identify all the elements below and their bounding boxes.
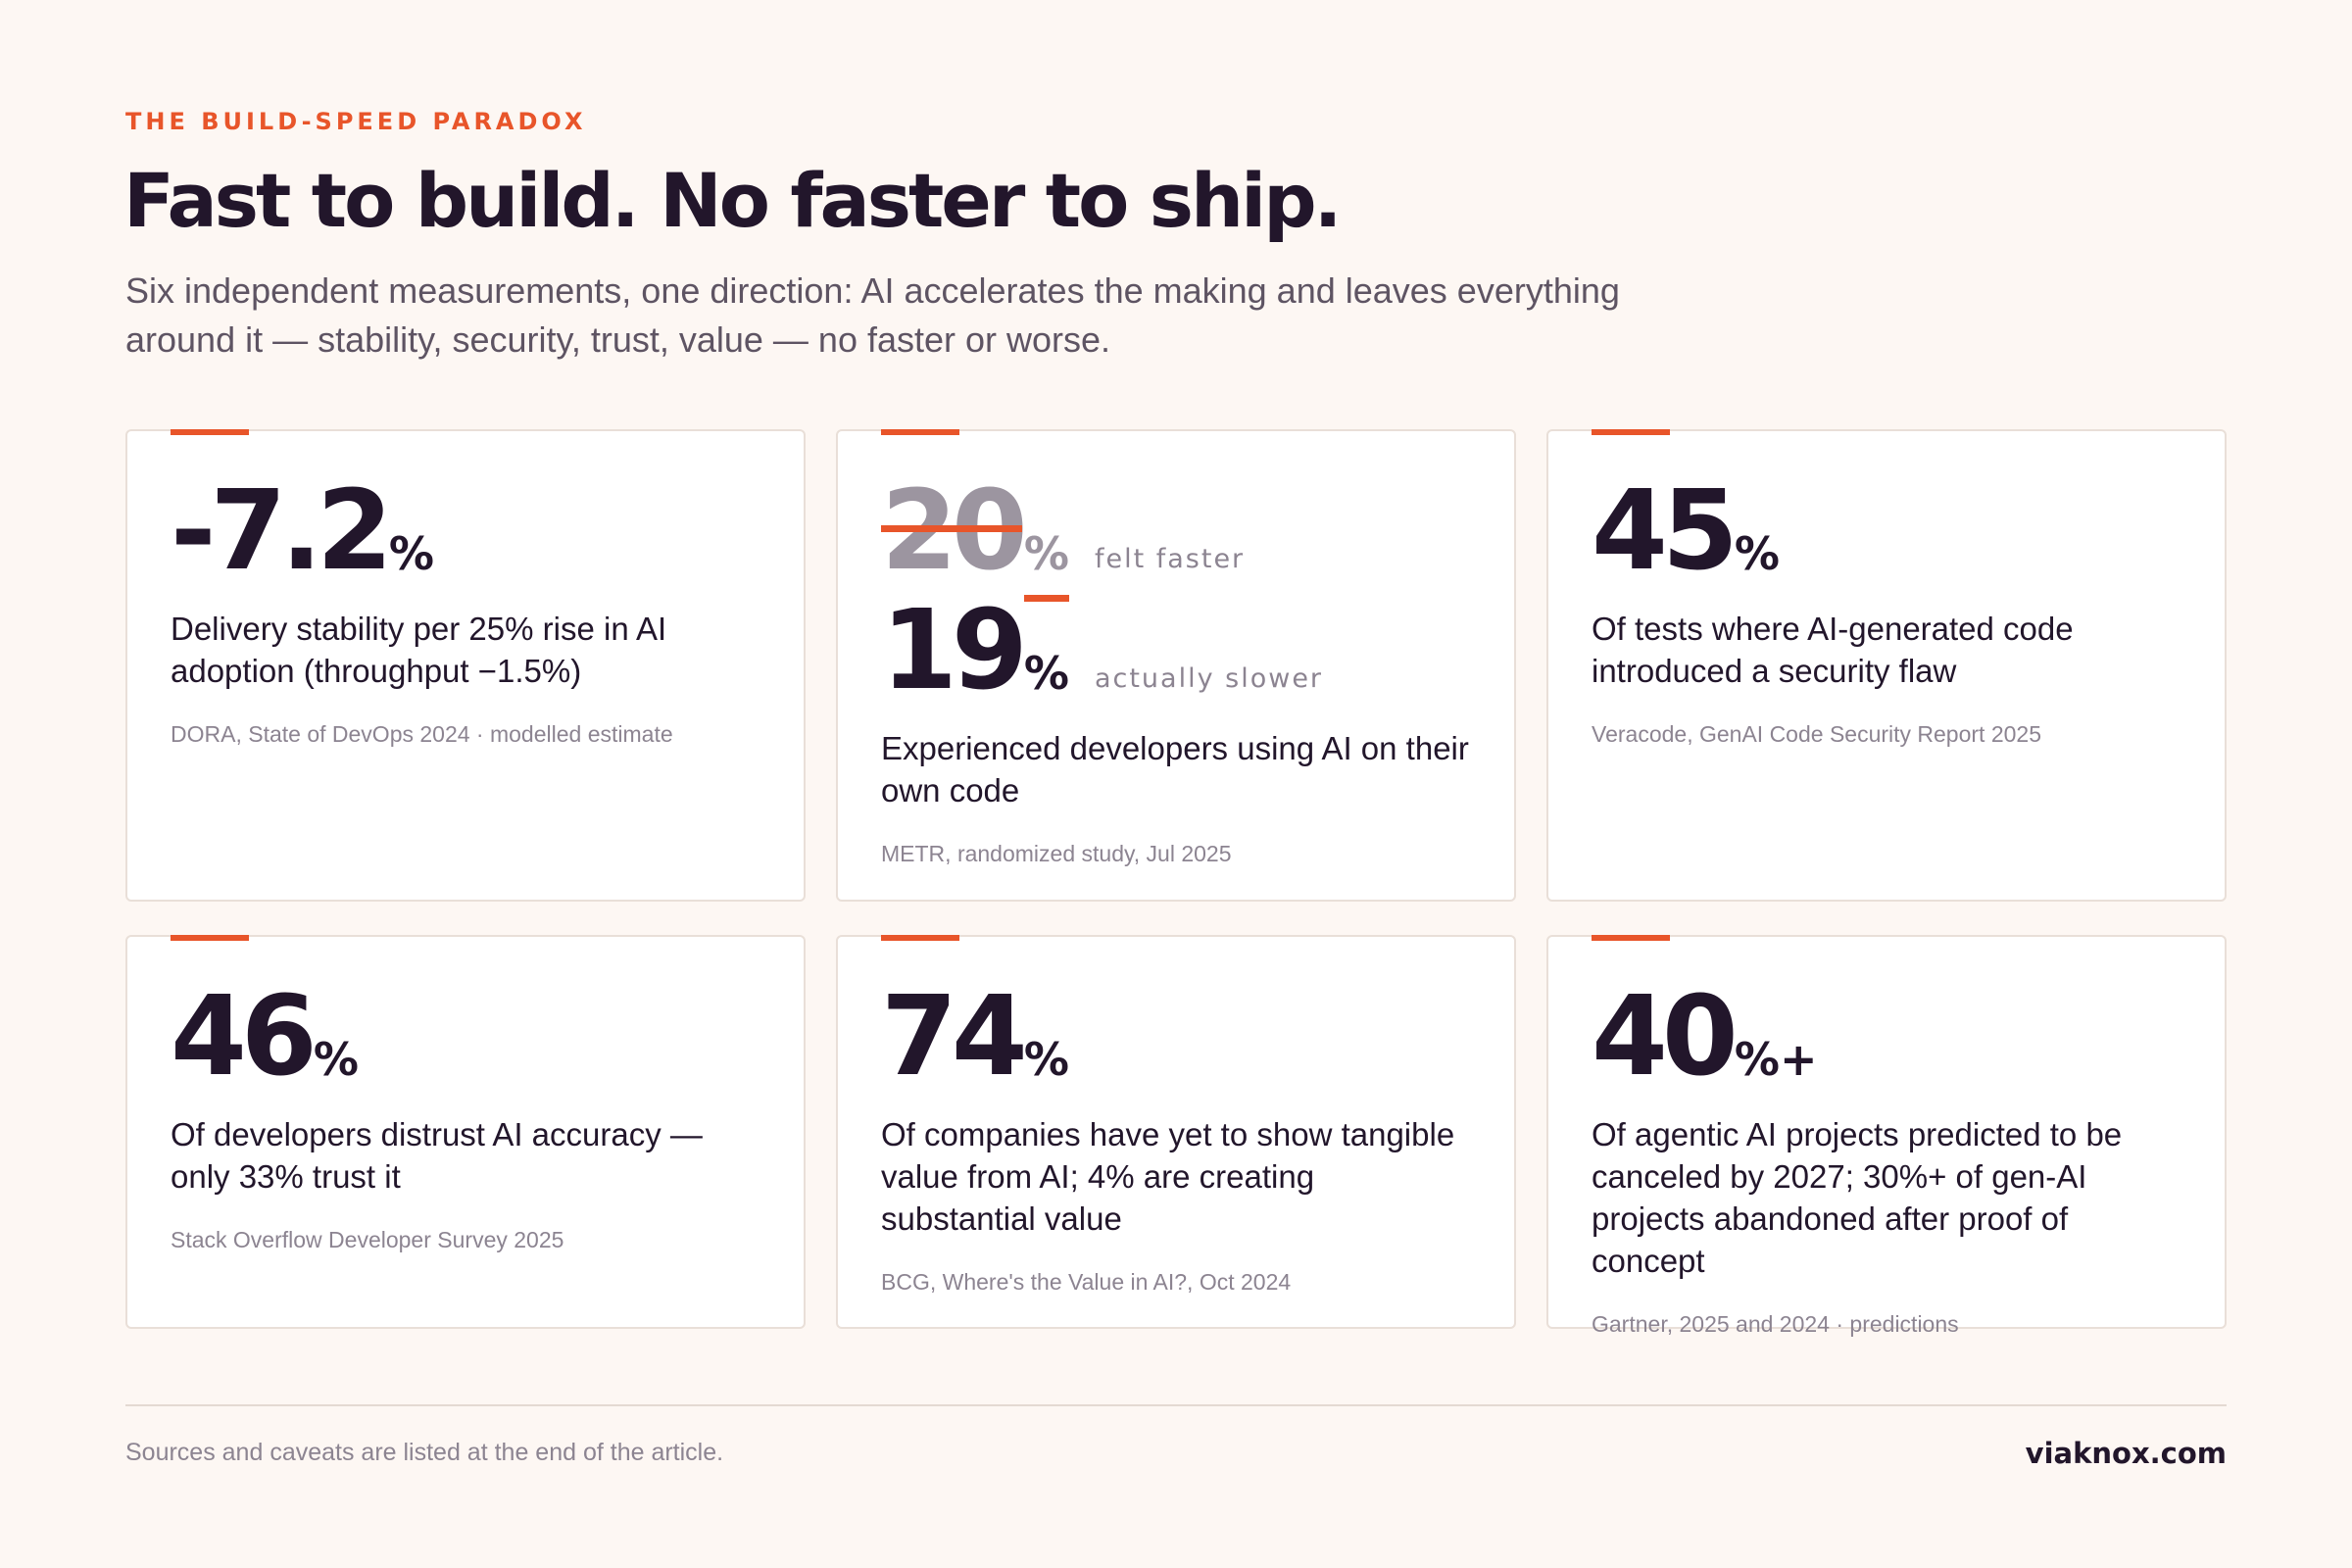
stat-figure-actual: 19 % actually slower xyxy=(881,587,1471,714)
stat-source: METR, randomized study, Jul 2025 xyxy=(881,841,1232,866)
stat-unit: % xyxy=(313,1033,359,1086)
stat-source: BCG, Where's the Value in AI?, Oct 2024 xyxy=(881,1269,1292,1295)
stat-unit: % xyxy=(1023,1033,1069,1086)
card-accent-bar xyxy=(171,935,249,941)
stat-unit: %+ xyxy=(1734,1033,1818,1086)
felt-value: 20 xyxy=(881,467,1028,595)
stat-figure: -7.2 % xyxy=(171,467,760,595)
stat-description: Delivery stability per 25% rise in AI ad… xyxy=(171,611,667,689)
stat-description: Of developers distrust AI accuracy — onl… xyxy=(171,1116,703,1195)
stat-source: Gartner, 2025 and 2024 · predictions xyxy=(1592,1311,1959,1337)
stat-card-security-flaws: 45 % Of tests where AI-generated code in… xyxy=(1546,429,2227,902)
stat-value: -7.2 xyxy=(171,467,393,595)
stat-figure: 40 %+ xyxy=(1592,973,2181,1101)
stat-value: 74 xyxy=(881,973,1028,1101)
stat-figure: 74 % xyxy=(881,973,1471,1101)
card-accent-bar xyxy=(881,935,959,941)
page-title: Fast to build. No faster to ship. xyxy=(123,157,1342,244)
stat-description: Of companies have yet to show tangible v… xyxy=(881,1116,1455,1237)
page-subtitle: Six independent measurements, one direct… xyxy=(125,270,1620,360)
stat-description: Experienced developers using AI on their… xyxy=(881,730,1469,808)
stat-figure-felt: 20 % felt faster xyxy=(881,467,1471,602)
stat-card-developer-trust: 46 % Of developers distrust AI accuracy … xyxy=(125,935,806,1329)
stat-value: 40 xyxy=(1592,973,1739,1101)
stat-figure: 45 % xyxy=(1592,467,2181,595)
stat-description: Of tests where AI-generated code introdu… xyxy=(1592,611,2074,689)
card-accent-bar xyxy=(1592,935,1670,941)
stat-value: 45 xyxy=(1592,467,1739,595)
stat-description: Of agentic AI projects predicted to be c… xyxy=(1592,1116,2123,1279)
actual-value: 19 xyxy=(881,587,1028,714)
stat-card-grid: -7.2 % Delivery stability per 25% rise i… xyxy=(125,429,2227,1337)
actual-label: actually slower xyxy=(1094,663,1324,694)
stat-card-company-value: 74 % Of companies have yet to show tangi… xyxy=(836,935,1516,1329)
footer-note: Sources and caveats are listed at the en… xyxy=(125,1439,724,1466)
brand-link[interactable]: viaknox.com xyxy=(2025,1437,2227,1470)
eyebrow-label: THE BUILD-SPEED PARADOX xyxy=(125,108,587,135)
card-accent-bar xyxy=(881,429,959,435)
felt-label: felt faster xyxy=(1094,544,1246,574)
stat-source: Stack Overflow Developer Survey 2025 xyxy=(171,1227,564,1252)
card-accent-bar xyxy=(171,429,249,435)
stat-figure: 46 % xyxy=(171,973,760,1101)
stat-unit: % xyxy=(1734,527,1780,580)
footer-divider xyxy=(125,1404,2227,1406)
stat-card-delivery-stability: -7.2 % Delivery stability per 25% rise i… xyxy=(125,429,806,902)
stat-unit: % xyxy=(388,527,434,580)
actual-unit: % xyxy=(1023,647,1069,700)
stat-source: Veracode, GenAI Code Security Report 202… xyxy=(1592,721,2042,747)
card-accent-bar xyxy=(1592,429,1670,435)
stat-card-agentic-projects: 40 %+ Of agentic AI projects predicted t… xyxy=(1546,935,2227,1337)
stat-card-perceived-speed: 20 % felt faster 19 % actually slower Ex… xyxy=(836,429,1516,902)
stat-source: DORA, State of DevOps 2024 · modelled es… xyxy=(171,721,673,747)
felt-unit: % xyxy=(1023,527,1070,602)
stat-value: 46 xyxy=(171,973,318,1101)
